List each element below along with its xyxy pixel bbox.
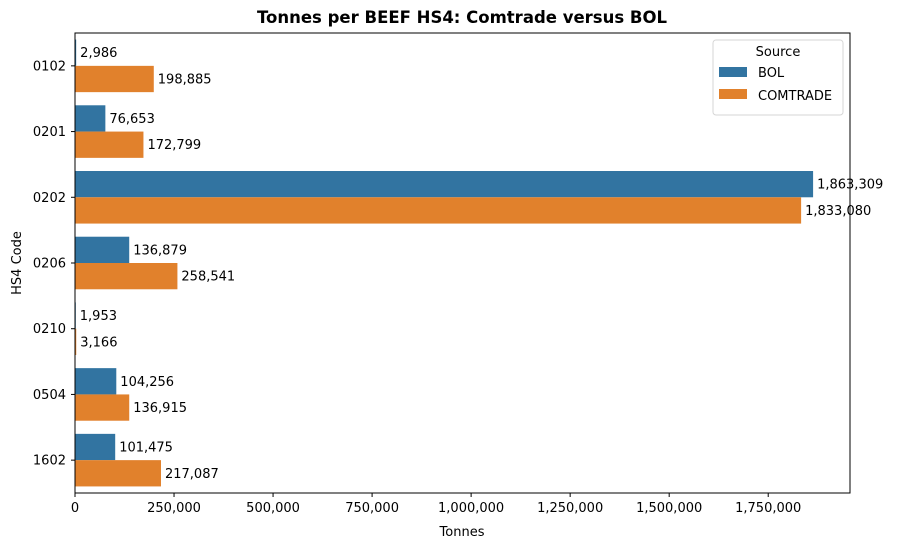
bar-bol-0504 [75, 368, 117, 395]
y-tick-label-0202: 0202 [33, 191, 66, 206]
x-tick-label-6: 1,500,000 [636, 501, 702, 516]
bar-bol-0201 [75, 105, 106, 132]
data-label-bol-0102: 2,986 [80, 46, 117, 61]
data-label-bol-1602: 101,475 [119, 441, 173, 456]
x-tick-label-7: 1,750,000 [735, 501, 801, 516]
bar-comtrade-0210 [75, 328, 77, 355]
x-tick-label-3: 750,000 [345, 501, 399, 516]
y-tick-label-0210: 0210 [33, 322, 66, 337]
data-label-bol-0206: 136,879 [133, 243, 187, 258]
x-axis: 0 250,000 500,000 750,000 1,000,000 1,250,000… [71, 493, 801, 516]
x-tick-label-2: 500,000 [246, 501, 300, 516]
y-axis: 0102 0201 0202 0206 0210 0504 1602 [33, 59, 75, 469]
bar-comtrade-0202 [75, 197, 802, 224]
legend-label-bol: BOL [758, 66, 785, 81]
data-label-comtrade-0201: 172,799 [147, 138, 201, 153]
plot-frame [74, 32, 851, 494]
y-tick-label-0206: 0206 [33, 257, 66, 272]
x-tick-label-4: 1,000,000 [438, 501, 504, 516]
y-axis-label: HS4 Code [10, 231, 25, 295]
bar-bol-0102 [75, 39, 77, 66]
bar-comtrade-1602 [75, 460, 161, 487]
data-label-comtrade-0210: 3,166 [80, 335, 117, 350]
x-axis-label: Tonnes [439, 525, 485, 540]
legend[interactable]: Source BOL COMTRADE [712, 39, 844, 116]
x-tick-label-5: 1,250,000 [537, 501, 603, 516]
y-tick-label-0504: 0504 [33, 388, 66, 403]
data-label-bol-0504: 104,256 [120, 375, 174, 390]
bar-comtrade-0504 [75, 394, 130, 421]
bar-comtrade-0206 [75, 263, 178, 290]
x-tick-label-0: 0 [71, 501, 79, 516]
legend-label-comtrade: COMTRADE [758, 89, 832, 104]
y-tick-label-0102: 0102 [33, 59, 66, 74]
data-labels-group: 2,986198,88576,653172,7991,863,3091,833,… [80, 46, 883, 482]
data-label-comtrade-0206: 258,541 [181, 270, 235, 285]
x-tick-label-1: 250,000 [147, 501, 201, 516]
data-label-bol-0210: 1,953 [80, 309, 117, 324]
legend-swatch-bol [719, 67, 747, 77]
bar-bol-0202 [75, 171, 814, 198]
data-label-comtrade-1602: 217,087 [165, 467, 219, 482]
y-tick-label-0201: 0201 [33, 125, 66, 140]
y-tick-label-1602: 1602 [33, 454, 66, 469]
bar-bol-0206 [75, 236, 130, 263]
data-label-comtrade-0202: 1,833,080 [805, 204, 871, 219]
data-label-bol-0201: 76,653 [109, 112, 155, 127]
chart-title: Tonnes per BEEF HS4: Comtrade versus BOL [257, 8, 668, 27]
bars-group [75, 39, 814, 487]
legend-title: Source [756, 45, 801, 60]
legend-swatch-comtrade [719, 89, 747, 99]
data-label-comtrade-0504: 136,915 [133, 401, 187, 416]
bar-bol-1602 [75, 433, 116, 461]
data-label-comtrade-0102: 198,885 [158, 73, 212, 88]
bar-comtrade-0102 [75, 65, 154, 93]
bar-comtrade-0201 [75, 131, 144, 158]
